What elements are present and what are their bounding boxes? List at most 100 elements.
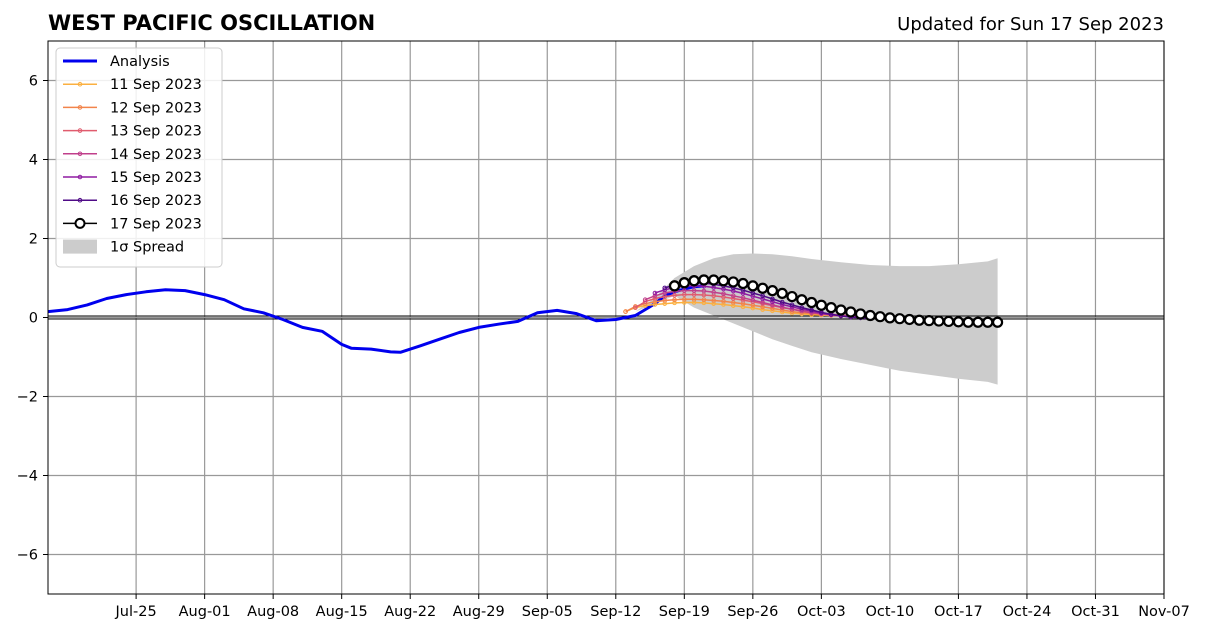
x-tick-label: Nov-07 — [1138, 604, 1190, 620]
legend-label: 14 Sep 2023 — [110, 147, 202, 163]
legend-swatch-marker — [77, 197, 83, 203]
legend-entry: 17 Sep 2023 — [63, 216, 202, 232]
x-tick-label: Jul-25 — [115, 604, 157, 620]
legend-label: 13 Sep 2023 — [110, 124, 202, 140]
series-point — [770, 296, 775, 302]
legend-swatch-marker — [77, 105, 83, 110]
x-tick-label: Sep-19 — [659, 604, 710, 620]
y-tick-label: −2 — [17, 390, 38, 406]
legend-entry: Analysis — [63, 54, 170, 70]
series-point — [766, 285, 779, 297]
legend-swatch — [63, 239, 97, 254]
x-tick-label: Sep-26 — [727, 604, 778, 620]
x-tick-label: Aug-15 — [316, 604, 368, 620]
x-tick-label: Oct-10 — [866, 604, 915, 620]
series-point — [825, 302, 837, 314]
legend-label: 16 Sep 2023 — [110, 193, 202, 209]
y-tick-label: 6 — [29, 74, 38, 90]
series-point — [779, 304, 785, 310]
series-point — [668, 280, 681, 292]
chart-title: WEST PACIFIC OSCILLATION — [48, 11, 375, 35]
series-point — [711, 298, 716, 303]
series-point — [982, 316, 994, 328]
axes: Jul-25 Aug-01 Aug-08 Aug-15 Aug-22 Aug-29 Sep-… — [17, 40, 1190, 620]
analysis-path — [47, 284, 705, 354]
series-point — [943, 315, 955, 328]
series-point — [854, 308, 867, 320]
x-tick-label: Oct-03 — [797, 604, 846, 620]
series-point — [730, 296, 736, 301]
series-point — [952, 316, 965, 328]
series-point — [730, 293, 736, 299]
series-point — [760, 293, 765, 299]
series-point — [747, 280, 759, 292]
x-tick-label: Oct-31 — [1071, 604, 1120, 620]
y-tick-label: −4 — [17, 469, 38, 485]
legend-swatch-marker — [74, 217, 86, 229]
legend-swatch-marker — [77, 128, 83, 133]
series-point — [682, 288, 687, 293]
y-tick-label: 2 — [29, 232, 38, 248]
legend-entry: 16 Sep 2023 — [63, 193, 202, 209]
forecast-series-17-sep-2023 — [668, 274, 1004, 328]
series-point — [786, 290, 798, 303]
series-point — [642, 299, 648, 305]
series-point — [835, 304, 847, 316]
series-point — [757, 282, 769, 294]
legend-swatch-marker — [77, 151, 83, 157]
x-tick-label: Aug-29 — [453, 604, 505, 620]
x-tick-label: Aug-08 — [247, 604, 299, 620]
series-point — [789, 302, 795, 308]
legend-label: Analysis — [110, 54, 170, 70]
y-tick-label: −6 — [17, 548, 38, 564]
series-point — [623, 309, 628, 314]
series-point — [691, 297, 697, 302]
legend-swatch-marker — [77, 81, 83, 87]
series-point — [991, 316, 1004, 328]
series-point — [633, 305, 638, 310]
series-point — [652, 296, 658, 301]
series-point — [642, 297, 648, 303]
series-point — [711, 289, 716, 295]
x-tick-label: Sep-05 — [522, 604, 573, 620]
series-point — [884, 312, 896, 324]
series-point — [701, 297, 707, 303]
series-point — [708, 274, 720, 286]
series-point — [799, 305, 805, 310]
series-point — [678, 277, 690, 289]
series-point — [652, 293, 658, 299]
legend-entry: 11 Sep 2023 — [63, 77, 202, 93]
series-point — [962, 316, 974, 328]
legend-label: 17 Sep 2023 — [110, 216, 202, 232]
plot-frame — [47, 40, 1165, 595]
series-point — [688, 275, 700, 287]
series-point — [691, 288, 697, 293]
series-point — [776, 287, 788, 300]
legend-entry: 15 Sep 2023 — [63, 170, 202, 186]
series-point — [737, 277, 749, 290]
series-point — [662, 285, 668, 291]
series-point — [903, 313, 916, 326]
series-point — [717, 275, 730, 287]
x-tick-label: Oct-24 — [1003, 604, 1052, 620]
series-point — [779, 299, 785, 305]
legend-label: 11 Sep 2023 — [110, 77, 202, 93]
series-point — [923, 315, 935, 327]
series-point — [805, 296, 818, 309]
x-tick-label: Oct-17 — [934, 604, 983, 620]
series-point — [770, 299, 775, 305]
series-point — [874, 311, 886, 323]
legend-label: 15 Sep 2023 — [110, 170, 202, 186]
series-point — [672, 297, 677, 303]
series-point — [864, 309, 876, 322]
legend-entry: 13 Sep 2023 — [63, 124, 202, 140]
series-point — [894, 313, 906, 325]
series-point — [750, 305, 756, 311]
updated-label: Updated for Sun 17 Sep 2023 — [897, 14, 1164, 35]
series-point — [682, 297, 687, 302]
x-tick-label: Sep-12 — [590, 604, 641, 620]
series-point — [701, 288, 707, 294]
series-point — [809, 307, 814, 313]
legend: Analysis 11 Sep 2023 12 Sep 2023 13 Sep 202… — [55, 47, 223, 268]
